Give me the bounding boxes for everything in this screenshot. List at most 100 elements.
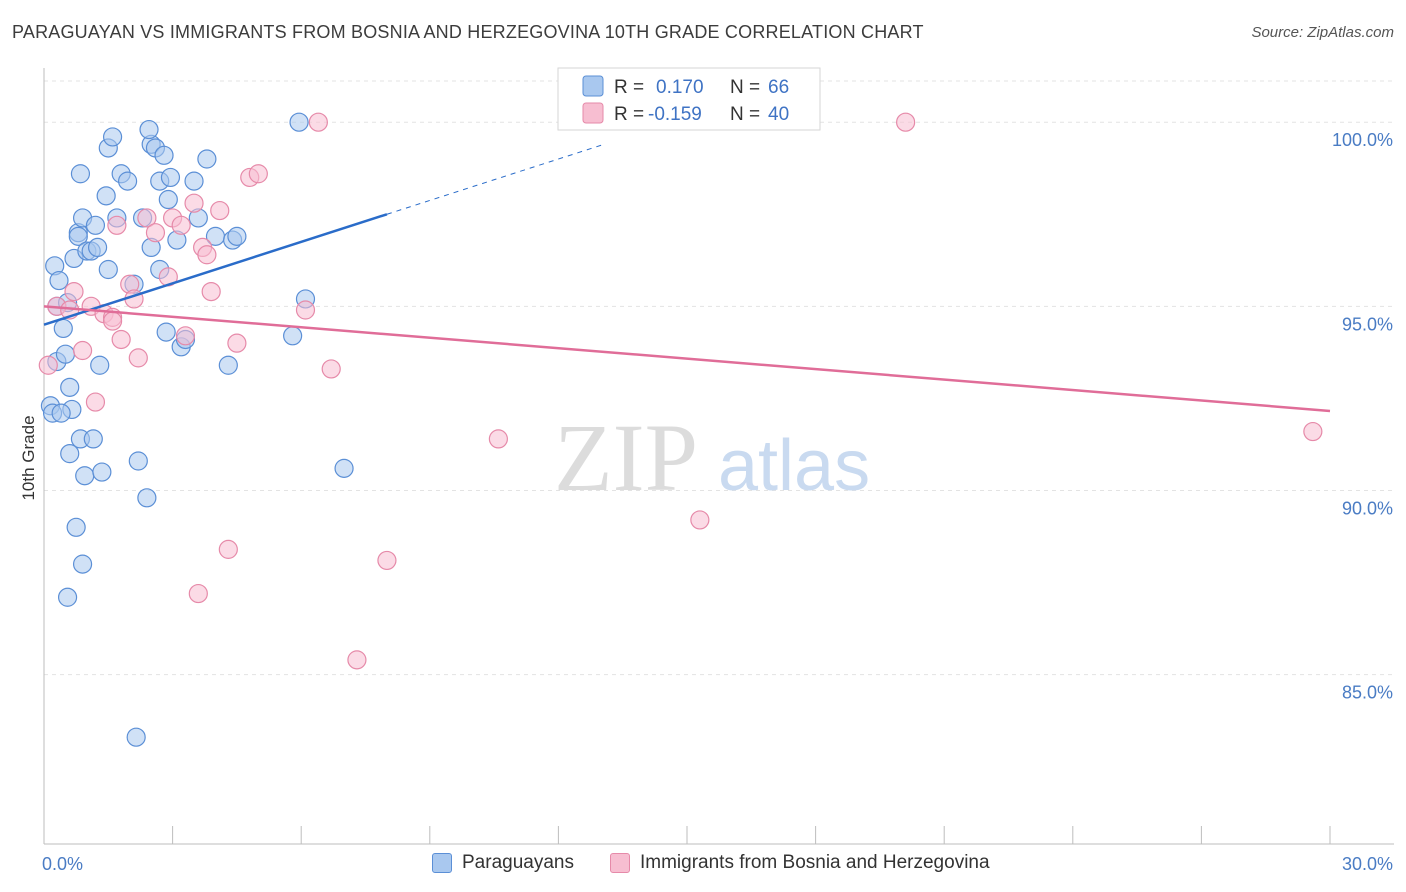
legend-swatch-blue: [582, 75, 604, 97]
legend-item-paraguayans: Paraguayans: [432, 852, 574, 874]
data-point: [68, 226, 88, 246]
y-tick-label: 85.0%: [1342, 683, 1393, 703]
data-point: [57, 587, 78, 607]
data-point: [227, 226, 247, 246]
data-point: [218, 355, 238, 375]
data-point: [295, 300, 316, 320]
data-point: [83, 429, 103, 449]
data-point: [66, 517, 86, 537]
data-point: [347, 650, 367, 670]
data-point: [85, 215, 106, 235]
data-point: [60, 377, 80, 397]
trend-line-paraguayans-extension: [386, 144, 602, 215]
data-point: [92, 462, 112, 482]
data-point: [90, 355, 110, 375]
data-point: [377, 550, 397, 571]
data-point: [154, 145, 174, 165]
data-point: [60, 444, 80, 464]
data-point: [102, 311, 123, 331]
data-point: [308, 112, 328, 132]
data-point: [1303, 421, 1323, 442]
y-tick-labels: 100.0% 95.0% 90.0% 85.0%: [1332, 130, 1393, 702]
legend-swatch-bosnia: [610, 853, 630, 873]
watermark: ZIP atlas: [554, 404, 870, 511]
data-point: [98, 259, 118, 280]
data-point: [53, 318, 73, 339]
legend-item-bosnia: Immigrants from Bosnia and Herzegovina: [610, 852, 990, 874]
data-point: [64, 281, 84, 302]
data-point: [96, 186, 116, 206]
legend-label-paraguayans: Paraguayans: [462, 852, 574, 873]
legend-swatch-paraguayans: [432, 853, 452, 873]
data-point: [107, 215, 127, 235]
data-point: [51, 403, 71, 423]
data-point: [111, 329, 131, 350]
trend-line-bosnia: [43, 305, 1331, 413]
legend-n-label-blue: N =: [730, 77, 760, 98]
data-point: [227, 333, 247, 353]
data-point: [139, 119, 159, 140]
data-point: [488, 429, 508, 449]
data-point: [117, 171, 138, 191]
data-point: [55, 344, 76, 364]
data-point: [128, 348, 148, 368]
data-point: [70, 164, 91, 184]
watermark-zip: ZIP: [554, 404, 698, 511]
data-point: [283, 326, 303, 346]
data-point: [197, 245, 217, 265]
data-point: [38, 355, 58, 375]
data-point: [201, 281, 221, 302]
data-point: [145, 223, 166, 243]
data-point: [175, 326, 196, 346]
data-point: [137, 488, 157, 508]
legend-n-label-pink: N =: [730, 104, 760, 125]
data-point: [102, 127, 123, 147]
x-tick-label: 30.0%: [1342, 854, 1393, 874]
x-tick-labels: 0.0% 30.0%: [42, 854, 1393, 874]
legend-r-label-blue: R =: [614, 77, 644, 98]
bottom-legend: Paraguayans Immigrants from Bosnia and H…: [0, 852, 1406, 878]
watermark-atlas: atlas: [718, 426, 870, 506]
data-point: [218, 539, 238, 559]
data-point: [184, 193, 204, 213]
source-label: Source: ZipAtlas.com: [1251, 24, 1394, 41]
data-point: [72, 554, 93, 574]
chart-title: PARAGUAYAN VS IMMIGRANTS FROM BOSNIA AND…: [12, 22, 924, 42]
data-point: [334, 458, 354, 478]
legend-swatch-pink: [582, 102, 604, 124]
y-tick-label: 95.0%: [1342, 314, 1393, 334]
legend-r-value-blue: 0.170: [656, 77, 704, 98]
legend-r-value-pink: -0.159: [648, 104, 702, 125]
data-point: [896, 112, 916, 132]
series-bosnia: [38, 112, 1323, 670]
legend-r-label-pink: R =: [614, 104, 644, 125]
legend-n-value-blue: 66: [768, 77, 789, 98]
data-point: [87, 237, 108, 258]
data-point: [171, 215, 191, 235]
trend-lines: [43, 144, 1331, 413]
trend-line-paraguayans: [43, 213, 388, 326]
legend-box: R = 0.170 N = 66 R = -0.159 N = 40: [557, 67, 821, 131]
data-point: [137, 208, 157, 228]
series-paraguayans: [40, 112, 354, 747]
data-point: [690, 510, 710, 530]
data-point: [72, 340, 93, 361]
data-point: [321, 359, 341, 379]
data-point: [160, 167, 181, 188]
data-point: [248, 164, 268, 184]
y-tick-label: 100.0%: [1332, 130, 1393, 150]
y-axis-title: 10th Grade: [19, 415, 38, 500]
legend-n-value-pink: 40: [768, 104, 789, 125]
x-tick-label: 0.0%: [42, 854, 83, 874]
legend-label-bosnia: Immigrants from Bosnia and Herzegovina: [640, 852, 990, 873]
data-point: [158, 189, 178, 210]
axes: [43, 68, 1394, 845]
data-point: [49, 270, 69, 291]
data-point: [210, 200, 230, 221]
data-point: [188, 583, 208, 604]
data-point: [289, 112, 309, 132]
data-point: [75, 466, 95, 486]
data-point: [128, 451, 148, 471]
y-tick-label: 90.0%: [1342, 498, 1393, 518]
